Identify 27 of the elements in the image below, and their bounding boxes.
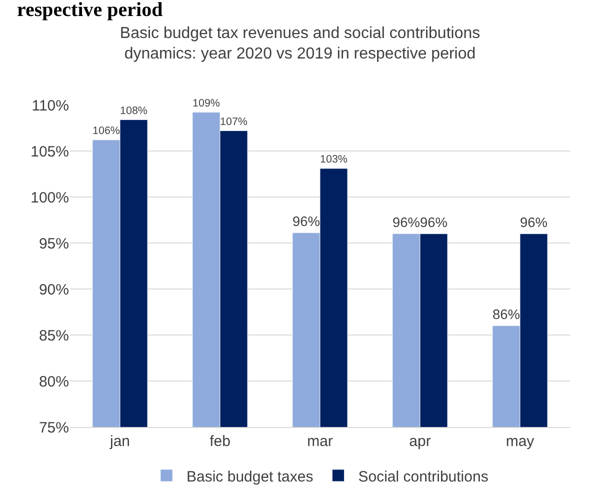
y-tick-label: 85% [38,327,69,344]
data-label: 96% [292,214,320,230]
y-tick-label: 105% [30,143,69,160]
legend-label: Basic budget taxes [186,468,314,486]
x-tick-label: mar [307,433,333,450]
x-tick-label: apr [409,433,431,450]
data-label: 108% [120,104,148,117]
x-tick-label: jan [108,433,130,450]
y-tick-label: 100% [30,189,69,206]
x-tick-label: may [506,433,535,450]
chart-title: Basic budget tax revenues and social contributions dynamics: year 2020 vs 2019 in respective period [120,24,480,63]
y-tick-label: 95% [38,235,69,252]
legend-label: Social contributions [358,468,488,486]
x-tick-label: feb [210,433,230,450]
y-tick-label: 90% [38,281,69,298]
data-label: 109% [192,97,220,110]
data-label: 86% [492,307,520,322]
text: respective period [17,0,163,21]
y-tick-label: 75% [38,419,69,436]
data-label: 96% [420,215,448,230]
data-label: 96% [392,215,420,230]
y-tick-label: 80% [38,373,69,390]
data-label: 106% [92,125,120,138]
data-label: 107% [220,116,248,128]
data-label: 96% [520,215,548,230]
y-tick-label: 110% [32,97,69,114]
data-label: 103% [320,154,348,166]
